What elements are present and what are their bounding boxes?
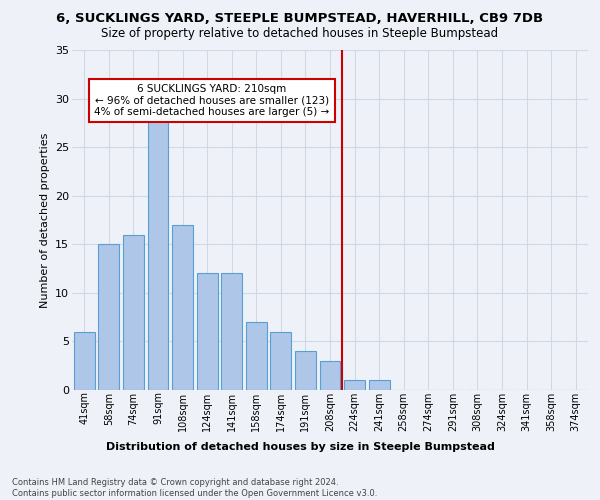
Bar xyxy=(197,274,218,390)
Text: Contains HM Land Registry data © Crown copyright and database right 2024.
Contai: Contains HM Land Registry data © Crown c… xyxy=(12,478,377,498)
Bar xyxy=(221,274,242,390)
Bar xyxy=(74,332,95,390)
Bar xyxy=(246,322,267,390)
Bar xyxy=(344,380,365,390)
Bar xyxy=(271,332,292,390)
Bar xyxy=(98,244,119,390)
Bar xyxy=(123,234,144,390)
Bar xyxy=(295,351,316,390)
Text: Size of property relative to detached houses in Steeple Bumpstead: Size of property relative to detached ho… xyxy=(101,28,499,40)
Y-axis label: Number of detached properties: Number of detached properties xyxy=(40,132,50,308)
Text: Distribution of detached houses by size in Steeple Bumpstead: Distribution of detached houses by size … xyxy=(106,442,494,452)
Bar xyxy=(320,361,340,390)
Bar xyxy=(172,225,193,390)
Bar xyxy=(148,118,169,390)
Bar xyxy=(368,380,389,390)
Text: 6, SUCKLINGS YARD, STEEPLE BUMPSTEAD, HAVERHILL, CB9 7DB: 6, SUCKLINGS YARD, STEEPLE BUMPSTEAD, HA… xyxy=(56,12,544,26)
Text: 6 SUCKLINGS YARD: 210sqm
← 96% of detached houses are smaller (123)
4% of semi-d: 6 SUCKLINGS YARD: 210sqm ← 96% of detach… xyxy=(94,84,329,117)
